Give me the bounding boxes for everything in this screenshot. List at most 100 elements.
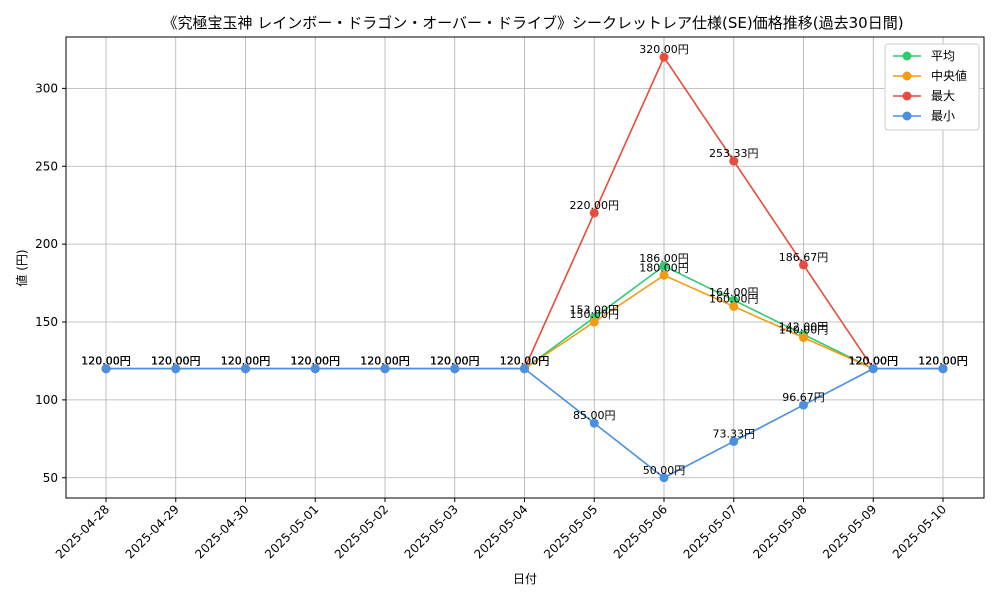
data-label: 120.00円 xyxy=(500,355,550,368)
x-tick-label: 2025-05-10 xyxy=(890,502,949,561)
data-label: 164.00円 xyxy=(709,286,759,299)
data-label: 140.00円 xyxy=(779,324,829,337)
legend-label: 平均 xyxy=(931,49,955,63)
data-label: 120.00円 xyxy=(151,355,201,368)
x-tick-label: 2025-05-03 xyxy=(402,502,461,561)
x-tick-label: 2025-04-29 xyxy=(123,502,182,561)
y-tick-label: 100 xyxy=(35,393,58,407)
data-label: 50.00円 xyxy=(643,464,686,477)
data-label: 120.00円 xyxy=(221,355,271,368)
data-label: 120.00円 xyxy=(221,355,271,368)
data-point xyxy=(310,364,320,374)
legend-label: 最小 xyxy=(931,109,955,123)
data-label: 120.00円 xyxy=(151,355,201,368)
data-point xyxy=(729,295,739,305)
y-tick-label: 200 xyxy=(35,237,58,251)
x-tick-label: 2025-05-05 xyxy=(541,502,600,561)
x-tick-label: 2025-05-08 xyxy=(750,502,809,561)
x-tick-label: 2025-04-30 xyxy=(192,502,251,561)
data-label: 120.00円 xyxy=(360,355,410,368)
data-label: 253.33円 xyxy=(709,147,759,160)
data-label: 120.00円 xyxy=(430,355,480,368)
data-label: 120.00円 xyxy=(849,355,899,368)
data-label: 142.00円 xyxy=(779,320,829,333)
x-tick-label: 2025-05-07 xyxy=(681,502,740,561)
data-label: 120.00円 xyxy=(360,355,410,368)
data-label: 120.00円 xyxy=(918,355,968,368)
y-tick-label: 50 xyxy=(43,471,58,485)
data-label: 180.00円 xyxy=(639,261,689,274)
legend-label: 中央値 xyxy=(931,68,967,83)
data-point xyxy=(659,261,669,271)
data-label: 120.00円 xyxy=(221,355,271,368)
data-point xyxy=(520,364,529,374)
y-tick-label: 250 xyxy=(35,159,58,173)
legend-marker xyxy=(902,71,912,81)
data-label: 120.00円 xyxy=(360,355,410,368)
data-label: 186.67円 xyxy=(779,251,829,264)
data-label: 120.00円 xyxy=(500,355,550,368)
data-label: 120.00円 xyxy=(918,355,968,368)
data-label: 120.00円 xyxy=(81,355,131,368)
data-point xyxy=(171,364,181,374)
legend-marker xyxy=(902,111,912,121)
plot-frame xyxy=(65,36,985,499)
y-tick-label: 300 xyxy=(35,81,58,95)
data-point xyxy=(799,333,808,343)
data-point xyxy=(799,260,808,270)
data-point xyxy=(659,52,669,62)
data-label: 120.00円 xyxy=(291,355,341,368)
data-point xyxy=(589,208,599,218)
data-point xyxy=(729,156,739,166)
data-label: 120.00円 xyxy=(81,355,131,368)
data-point xyxy=(380,364,390,374)
data-label: 96.67円 xyxy=(782,391,825,404)
x-tick-label: 2025-05-01 xyxy=(262,502,321,561)
y-tick-label: 150 xyxy=(35,315,58,329)
data-label: 120.00円 xyxy=(151,355,201,368)
x-tick-label: 2025-05-09 xyxy=(820,502,879,561)
data-label: 120.00円 xyxy=(151,355,201,368)
data-point xyxy=(868,364,878,374)
legend-box xyxy=(884,43,980,131)
legend-marker xyxy=(902,51,912,61)
data-label: 120.00円 xyxy=(360,355,410,368)
grid-lines xyxy=(66,37,984,498)
data-point xyxy=(241,364,250,374)
data-label: 120.00円 xyxy=(918,355,968,368)
data-point xyxy=(101,364,111,374)
data-point xyxy=(659,473,669,483)
data-label: 120.00円 xyxy=(221,355,271,368)
data-label: 186.00円 xyxy=(639,252,689,265)
data-label: 120.00円 xyxy=(291,355,341,368)
data-point xyxy=(659,270,669,280)
x-tick-label: 2025-05-06 xyxy=(611,502,670,561)
data-point xyxy=(729,436,739,446)
data-label: 120.00円 xyxy=(81,355,131,368)
x-tick-label: 2025-05-02 xyxy=(332,502,391,561)
x-axis-title: 日付 xyxy=(513,572,537,586)
legend-label: 最大 xyxy=(931,89,955,103)
chart-title: 《究極宝玉神 レインボー・ドラゴン・オーバー・ドライブ》シークレットレア仕様(S… xyxy=(162,14,903,32)
legend-marker xyxy=(902,91,912,101)
data-label: 120.00円 xyxy=(918,355,968,368)
data-label: 150.00円 xyxy=(570,308,620,321)
data-label: 320.00円 xyxy=(639,43,689,56)
data-label: 160.00円 xyxy=(709,292,759,305)
data-label: 73.33円 xyxy=(713,427,756,440)
x-tick-label: 2025-05-04 xyxy=(471,502,530,561)
data-label: 120.00円 xyxy=(849,355,899,368)
data-point xyxy=(589,317,599,327)
data-label: 120.00円 xyxy=(849,355,899,368)
data-label: 120.00円 xyxy=(430,355,480,368)
data-label: 120.00円 xyxy=(81,355,131,368)
data-label: 120.00円 xyxy=(500,355,550,368)
series-lines xyxy=(101,52,948,483)
data-point xyxy=(938,364,948,374)
x-tick-label: 2025-04-28 xyxy=(53,502,112,561)
data-label: 120.00円 xyxy=(849,355,899,368)
data-label: 120.00円 xyxy=(291,355,341,368)
data-label: 120.00円 xyxy=(291,355,341,368)
